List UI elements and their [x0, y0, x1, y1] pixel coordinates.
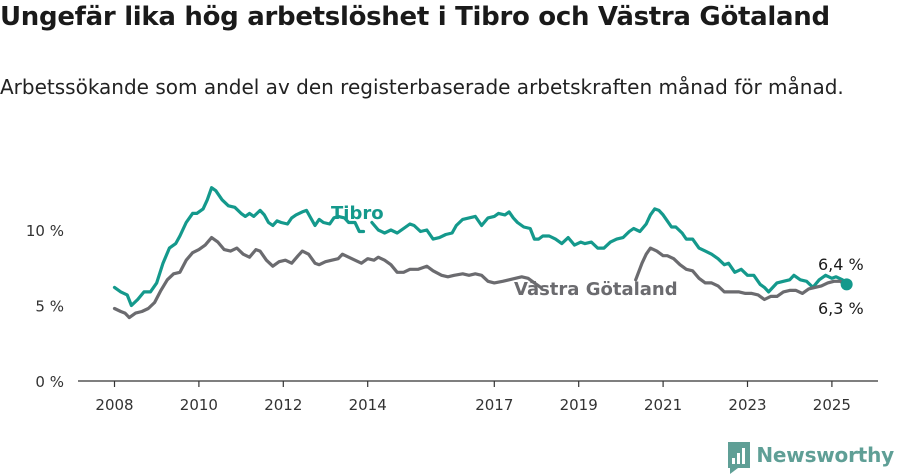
label-layer: Tibro Västra Götaland 6,4 % 6,3 % [331, 203, 864, 318]
x-tick-label: 2023 [728, 396, 766, 414]
y-tick-label: 0 % [35, 373, 64, 391]
x-tick-label: 2012 [264, 396, 302, 414]
x-tick-label: 2014 [349, 396, 387, 414]
end-point-marker [840, 278, 853, 291]
series-layer [112, 186, 849, 320]
series-label-tibro: Tibro [331, 203, 384, 224]
x-tick-label: 2010 [180, 396, 218, 414]
x-tick-label: 2008 [95, 396, 133, 414]
brand-name: Newsworthy [756, 443, 894, 467]
x-tick-label: 2017 [475, 396, 513, 414]
end-label-tibro: 6,4 % [818, 255, 864, 274]
chart-subtitle: Arbetssökande som andel av den registerb… [0, 75, 844, 99]
series-line-tibro [370, 207, 849, 294]
y-tick-label: 5 % [35, 298, 64, 316]
axis-layer: 0 % 5 % 10 % 2008 2010 2012 2014 2017 2019 2021 20… [26, 222, 878, 414]
x-tick-label: 2025 [813, 396, 851, 414]
series-line-tibro [112, 186, 366, 308]
x-tick-label: 2021 [644, 396, 682, 414]
series-line-vastra-gotaland [112, 236, 543, 320]
newsworthy-brand[interactable]: Newsworthy [728, 442, 894, 474]
newsworthy-logo-icon [728, 442, 751, 474]
x-tick-label: 2019 [560, 396, 598, 414]
series-line-vastra-gotaland [634, 246, 849, 302]
chart-title: Ungefär lika hög arbetslöshet i Tibro oc… [0, 2, 830, 32]
y-tick-label: 10 % [26, 222, 64, 240]
series-label-vastra-gotaland: Västra Götaland [514, 279, 678, 300]
end-label-vastra-gotaland: 6,3 % [818, 299, 864, 318]
